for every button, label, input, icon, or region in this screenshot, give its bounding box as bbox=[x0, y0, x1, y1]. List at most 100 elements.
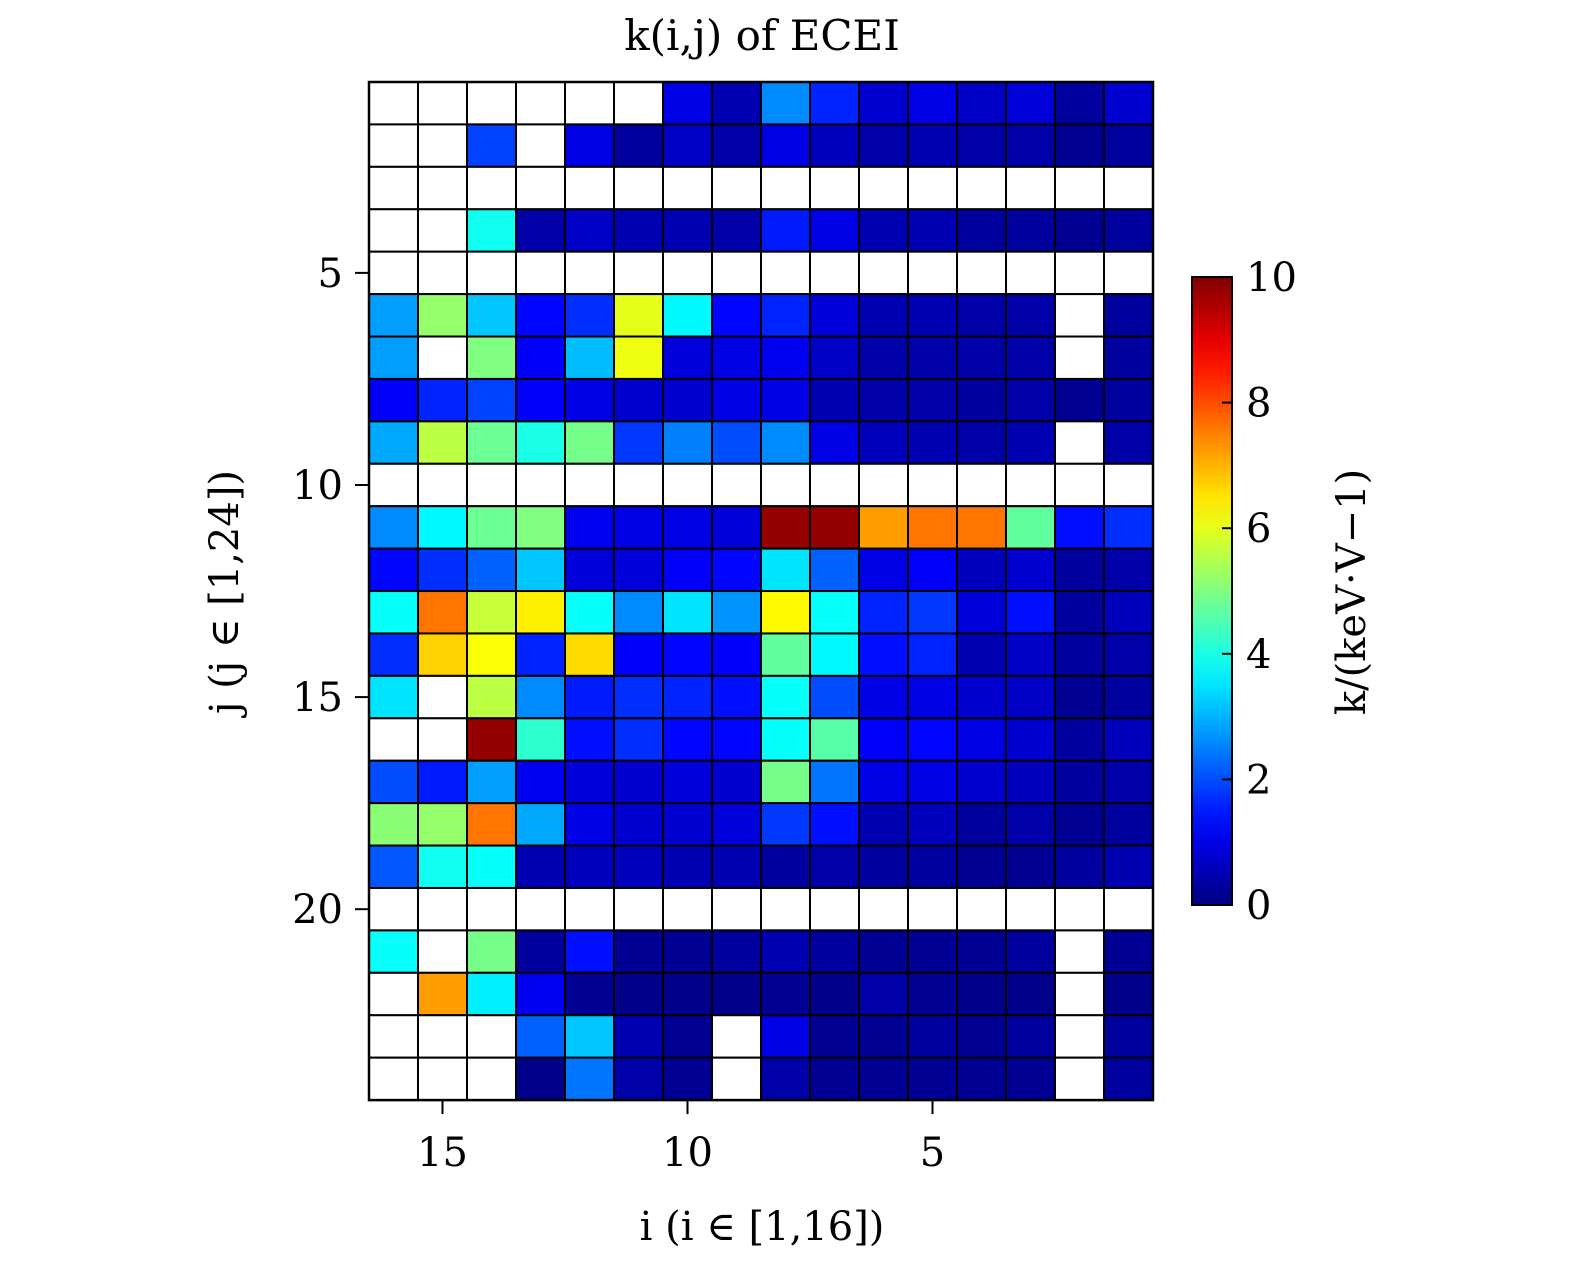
x-tick-label-15: 15 bbox=[417, 1130, 468, 1176]
heatmap-cell-j9-i16 bbox=[368, 420, 419, 465]
heatmap-cell-j15-i9 bbox=[711, 674, 762, 720]
heatmap-cell-j7-i16 bbox=[368, 335, 419, 380]
heatmap-cell-j11-i1 bbox=[1103, 505, 1154, 550]
heatmap-cell-j16-i15 bbox=[417, 717, 468, 762]
heatmap-cell-j16-i13 bbox=[515, 717, 566, 762]
heatmap-cell-j23-i15 bbox=[417, 1014, 468, 1059]
heatmap-cell-j24-i11 bbox=[613, 1056, 664, 1102]
heatmap-cell-j17-i15 bbox=[417, 759, 468, 805]
heatmap-cell-j21-i2 bbox=[1054, 929, 1105, 974]
heatmap-cell-j16-i9 bbox=[711, 717, 762, 762]
heatmap-cell-j10-i12 bbox=[564, 462, 615, 508]
heatmap-cell-j21-i9 bbox=[711, 929, 762, 974]
heatmap-cell-j19-i3 bbox=[1005, 844, 1056, 889]
heatmap-cell-j24-i4 bbox=[956, 1056, 1007, 1102]
heatmap-cell-j2-i8 bbox=[760, 123, 811, 168]
heatmap-cell-j21-i7 bbox=[809, 929, 860, 974]
heatmap-cell-j24-i6 bbox=[858, 1056, 909, 1102]
heatmap-cell-j5-i1 bbox=[1103, 250, 1154, 296]
heatmap-cell-j19-i7 bbox=[809, 844, 860, 889]
heatmap-cell-j12-i7 bbox=[809, 547, 860, 593]
heatmap-cell-j22-i6 bbox=[858, 971, 909, 1017]
heatmap-cell-j12-i1 bbox=[1103, 547, 1154, 593]
heatmap-cell-j15-i5 bbox=[907, 674, 958, 720]
heatmap-cell-j21-i10 bbox=[662, 929, 713, 974]
heatmap-cell-j8-i15 bbox=[417, 377, 468, 423]
heatmap-cell-j15-i1 bbox=[1103, 674, 1154, 720]
heatmap-cell-j23-i8 bbox=[760, 1014, 811, 1059]
heatmap-cell-j18-i5 bbox=[907, 802, 958, 847]
heatmap-cell-j5-i12 bbox=[564, 250, 615, 296]
heatmap-cell-j9-i3 bbox=[1005, 420, 1056, 465]
heatmap-cell-j21-i15 bbox=[417, 929, 468, 974]
heatmap-cell-j12-i6 bbox=[858, 547, 909, 593]
heatmap-cell-j24-i13 bbox=[515, 1056, 566, 1102]
heatmap-cell-j19-i14 bbox=[466, 844, 517, 889]
heatmap-cell-j15-i3 bbox=[1005, 674, 1056, 720]
heatmap-cell-j20-i10 bbox=[662, 886, 713, 932]
heatmap-cell-j9-i6 bbox=[858, 420, 909, 465]
heatmap-cell-j3-i14 bbox=[466, 165, 517, 211]
heatmap-cell-j13-i11 bbox=[613, 590, 664, 635]
heatmap-cell-j10-i13 bbox=[515, 462, 566, 508]
heatmap-cell-j5-i9 bbox=[711, 250, 762, 296]
heatmap-cell-j21-i13 bbox=[515, 929, 566, 974]
heatmap-cell-j1-i6 bbox=[858, 81, 909, 126]
heatmap-cell-j7-i5 bbox=[907, 335, 958, 380]
heatmap-cell-j5-i11 bbox=[613, 250, 664, 296]
heatmap-cell-j13-i10 bbox=[662, 590, 713, 635]
heatmap-cell-j24-i3 bbox=[1005, 1056, 1056, 1102]
heatmap-cell-j23-i4 bbox=[956, 1014, 1007, 1059]
heatmap-cell-j4-i2 bbox=[1054, 208, 1105, 253]
heatmap-cell-j24-i1 bbox=[1103, 1056, 1154, 1102]
colorbar-tick-label-0: 0 bbox=[1246, 883, 1271, 929]
heatmap-cell-j5-i4 bbox=[956, 250, 1007, 296]
heatmap-cell-j15-i15 bbox=[417, 674, 468, 720]
heatmap-cell-j19-i8 bbox=[760, 844, 811, 889]
heatmap-cell-j16-i7 bbox=[809, 717, 860, 762]
heatmap-cell-j2-i1 bbox=[1103, 123, 1154, 168]
heatmap-cell-j16-i2 bbox=[1054, 717, 1105, 762]
heatmap-cell-j5-i14 bbox=[466, 250, 517, 296]
heatmap-cell-j4-i3 bbox=[1005, 208, 1056, 253]
heatmap-cell-j12-i15 bbox=[417, 547, 468, 593]
heatmap-cell-j8-i4 bbox=[956, 377, 1007, 423]
heatmap-cell-j8-i13 bbox=[515, 377, 566, 423]
heatmap-cell-j10-i6 bbox=[858, 462, 909, 508]
heatmap-cell-j1-i15 bbox=[417, 81, 468, 126]
heatmap-cell-j17-i10 bbox=[662, 759, 713, 805]
heatmap-cell-j2-i11 bbox=[613, 123, 664, 168]
heatmap-cell-j24-i16 bbox=[368, 1056, 419, 1102]
heatmap-cell-j14-i3 bbox=[1005, 632, 1056, 677]
heatmap-cell-j15-i2 bbox=[1054, 674, 1105, 720]
heatmap-cell-j6-i9 bbox=[711, 293, 762, 338]
heatmap-cell-j4-i13 bbox=[515, 208, 566, 253]
heatmap-cell-j24-i14 bbox=[466, 1056, 517, 1102]
colorbar-tick-label-8: 8 bbox=[1246, 381, 1271, 427]
heatmap-cell-j12-i8 bbox=[760, 547, 811, 593]
heatmap-cell-j3-i11 bbox=[613, 165, 664, 211]
heatmap-cell-j8-i16 bbox=[368, 377, 419, 423]
heatmap-cell-j7-i14 bbox=[466, 335, 517, 380]
x-tick-label-10: 10 bbox=[662, 1130, 713, 1176]
heatmap-cell-j11-i4 bbox=[956, 505, 1007, 550]
heatmap-cell-j8-i2 bbox=[1054, 377, 1105, 423]
heatmap-cell-j19-i5 bbox=[907, 844, 958, 889]
heatmap-cell-j16-i4 bbox=[956, 717, 1007, 762]
heatmap-cell-j4-i14 bbox=[466, 208, 517, 253]
heatmap-cell-j17-i14 bbox=[466, 759, 517, 805]
heatmap-cell-j4-i6 bbox=[858, 208, 909, 253]
y-tick-label-15: 15 bbox=[292, 675, 343, 721]
heatmap-cell-j5-i16 bbox=[368, 250, 419, 296]
heatmap-cell-j3-i10 bbox=[662, 165, 713, 211]
heatmap-cell-j18-i9 bbox=[711, 802, 762, 847]
heatmap-cell-j7-i4 bbox=[956, 335, 1007, 380]
heatmap-cell-j2-i4 bbox=[956, 123, 1007, 168]
y-axis-label: j (j ∈ [1,24]) bbox=[202, 470, 248, 718]
heatmap-cell-j7-i2 bbox=[1054, 335, 1105, 380]
heatmap-cell-j2-i2 bbox=[1054, 123, 1105, 168]
heatmap-cell-j9-i7 bbox=[809, 420, 860, 465]
heatmap-cell-j21-i16 bbox=[368, 929, 419, 974]
heatmap-cell-j20-i3 bbox=[1005, 886, 1056, 932]
